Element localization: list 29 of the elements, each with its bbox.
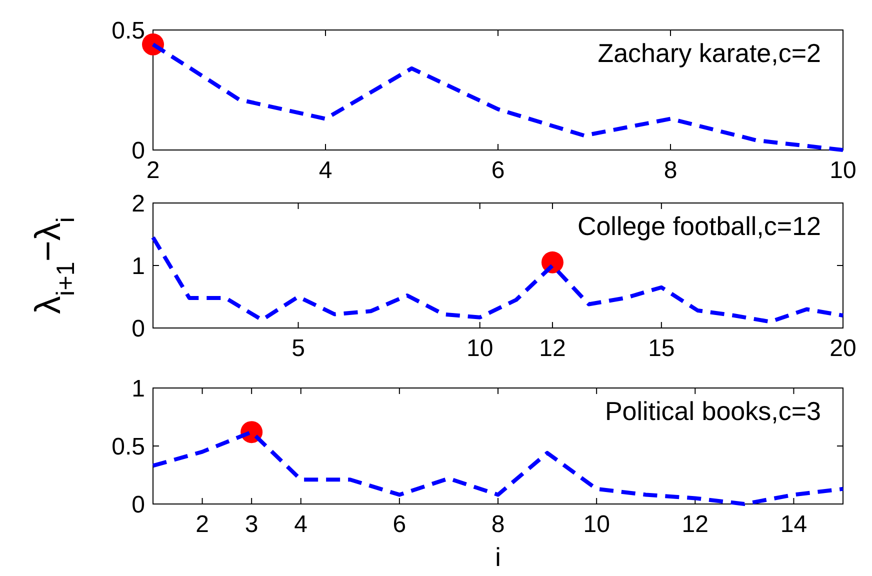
x-tick-label: 4 (294, 511, 308, 538)
x-tick-label: 2 (196, 511, 209, 538)
x-tick-label: 12 (539, 335, 566, 362)
y-tick-label: 2 (132, 190, 145, 218)
x-tick-label: 10 (830, 157, 856, 184)
x-tick-label: 3 (244, 511, 258, 538)
x-tick-label: 10 (466, 335, 494, 362)
x-tick-label: 8 (491, 511, 505, 538)
x-tick-label: 12 (682, 511, 708, 538)
x-tick-label: 10 (583, 511, 610, 538)
y-tick-label: 0.5 (112, 17, 145, 44)
y-tick-label: 1 (132, 252, 145, 280)
x-tick-label: 14 (780, 511, 808, 538)
x-tick-label: 8 (664, 157, 678, 184)
x-tick-label: 5 (292, 335, 305, 362)
x-tick-label: 4 (318, 157, 332, 184)
annotation: Political books,c=3 (604, 396, 821, 426)
x-tick-label: 6 (491, 157, 505, 184)
y-tick-label: 0 (132, 315, 145, 342)
y-tick-label: 1 (132, 375, 145, 402)
y-tick-label: 0 (132, 491, 145, 518)
x-tick-label: 20 (830, 335, 856, 362)
y-tick-label: 0.5 (112, 433, 145, 460)
y-tick-label: 0 (132, 137, 145, 164)
x-tick-label: 6 (392, 511, 406, 538)
x-axis-title: i (495, 542, 501, 572)
annotation: College football,c=12 (577, 211, 821, 241)
annotation: Zachary karate,c=2 (598, 38, 821, 68)
x-tick-label: 15 (648, 335, 675, 362)
